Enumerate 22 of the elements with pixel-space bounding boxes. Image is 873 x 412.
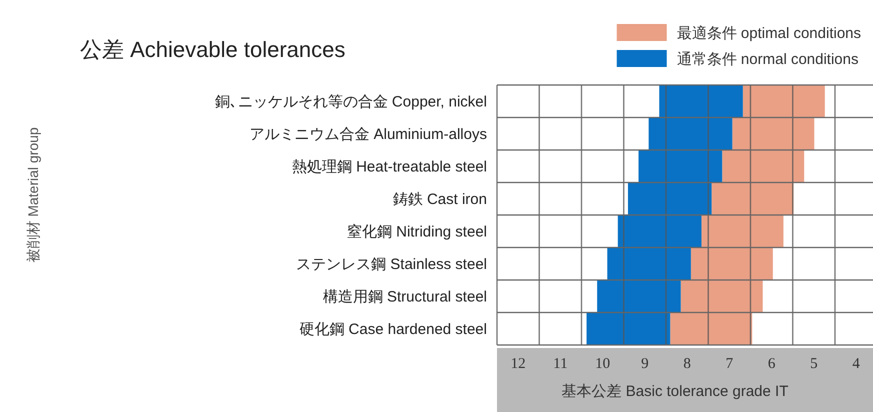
x-tick-label: 10 <box>595 356 610 372</box>
legend-label: 最適条件 optimal conditions <box>676 25 861 42</box>
y-tick-label: 構造用鋼 Structural steel <box>322 288 487 306</box>
y-tick-label: 窒化鋼 Nitriding steel <box>346 223 487 240</box>
x-tick-label: 6 <box>768 356 776 372</box>
x-axis-title: 基本公差 Basic tolerance grade IT <box>562 383 788 400</box>
x-tick-label: 7 <box>726 356 734 372</box>
x-tick-label: 4 <box>852 356 860 372</box>
text: 被削材 Material group <box>25 127 41 263</box>
x-tick-label: 11 <box>553 356 568 372</box>
y-tick-label: 硬化鋼 Case hardened steel <box>299 320 487 338</box>
y-tick-label: 熱処理鋼 Heat-treatable steel <box>292 158 487 176</box>
y-tick-label: 銅､ニッケルそれ等の合金 Copper, nickel <box>214 93 487 110</box>
y-tick-label: 鋳鉄 Cast iron <box>392 190 487 208</box>
x-tick-label: 9 <box>641 356 649 372</box>
legend-label: 通常条件 normal conditions <box>676 51 858 68</box>
text: 公差 Achievable tolerances <box>80 37 346 62</box>
y-tick-label: ステンレス鋼 Stainless steel <box>296 256 487 273</box>
x-tick-label: 12 <box>510 356 526 372</box>
x-tick-label: 5 <box>810 356 818 372</box>
y-tick-label: アルミニウム合金 Aluminium-alloys <box>249 126 487 143</box>
x-tick-label: 8 <box>683 356 691 372</box>
